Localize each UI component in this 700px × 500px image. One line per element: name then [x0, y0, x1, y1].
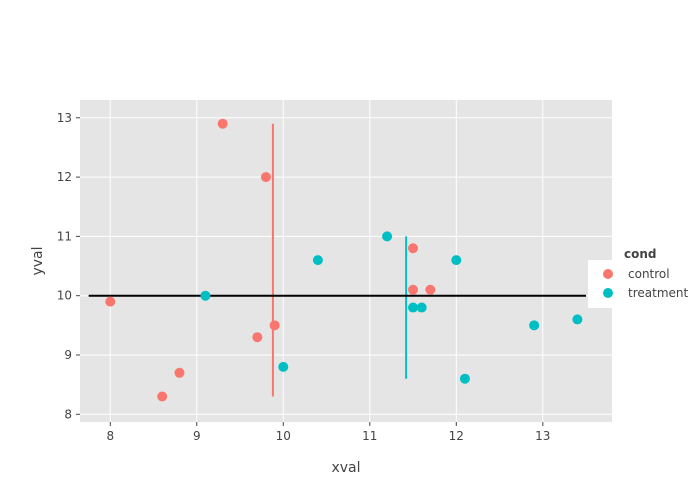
y-tick-label: 10: [57, 289, 72, 303]
data-point: [416, 302, 427, 313]
x-axis-title: xval: [331, 460, 360, 476]
data-point: [260, 172, 271, 183]
data-point: [408, 284, 419, 295]
y-tick-label: 9: [64, 348, 72, 362]
data-point: [278, 361, 289, 372]
data-point: [174, 367, 185, 378]
y-axis-ticks: 8 9 10 11 12 13: [57, 111, 80, 421]
legend-label: control: [628, 267, 670, 281]
data-point: [269, 320, 280, 331]
x-tick-label: 10: [276, 429, 291, 443]
data-point: [572, 314, 583, 325]
y-tick-label: 11: [57, 229, 72, 243]
data-point: [529, 320, 540, 331]
data-point: [157, 391, 168, 402]
x-tick-label: 13: [535, 429, 550, 443]
x-tick-label: 8: [106, 429, 114, 443]
data-point: [312, 255, 323, 266]
data-points: [105, 118, 583, 402]
plot-background: [80, 100, 612, 422]
data-point: [459, 373, 470, 384]
data-point: [217, 118, 228, 129]
legend-items: control treatment: [603, 267, 688, 300]
data-point: [200, 290, 211, 301]
x-tick-label: 9: [193, 429, 201, 443]
x-tick-label: 11: [362, 429, 377, 443]
data-point: [252, 332, 263, 343]
legend-label: treatment: [628, 286, 688, 300]
x-tick-label: 12: [449, 429, 464, 443]
y-tick-label: 13: [57, 111, 72, 125]
data-point: [451, 255, 462, 266]
data-point: [382, 231, 393, 242]
y-tick-label: 12: [57, 170, 72, 184]
legend-marker: [603, 269, 613, 279]
legend: cond control treatment: [588, 247, 700, 308]
data-point: [408, 243, 419, 254]
legend-marker: [603, 288, 613, 298]
data-point: [105, 296, 116, 307]
legend-background: [588, 260, 700, 308]
series-vertical-lines: [271, 123, 408, 397]
data-point: [425, 284, 436, 295]
data-point: [408, 302, 419, 313]
legend-title: cond: [624, 247, 657, 261]
y-tick-label: 8: [64, 407, 72, 421]
y-axis-title: yval: [30, 246, 46, 275]
x-axis-ticks: 8 9 10 11 12 13: [106, 422, 550, 443]
